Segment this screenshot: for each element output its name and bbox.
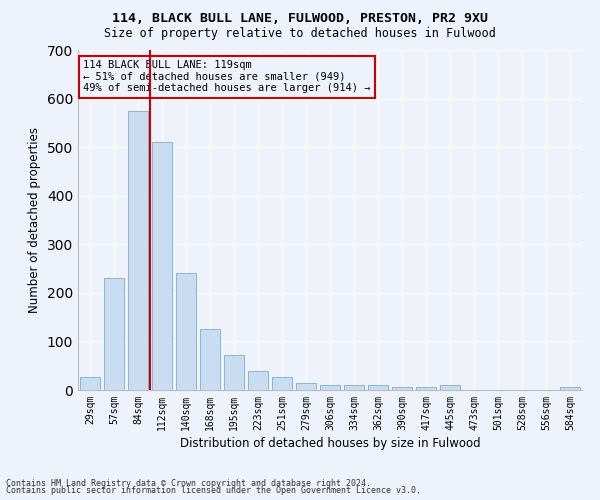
Bar <box>392 387 412 390</box>
Bar <box>200 330 220 390</box>
Bar <box>296 382 316 390</box>
Text: Contains HM Land Registry data © Crown copyright and database right 2024.: Contains HM Land Registry data © Crown c… <box>6 478 371 488</box>
Text: Contains public sector information licensed under the Open Government Licence v3: Contains public sector information licen… <box>6 486 421 495</box>
Bar <box>320 385 340 390</box>
Text: 114, BLACK BULL LANE, FULWOOD, PRESTON, PR2 9XU: 114, BLACK BULL LANE, FULWOOD, PRESTON, … <box>112 12 488 26</box>
Bar <box>152 142 172 390</box>
Bar <box>104 278 124 390</box>
Bar <box>440 385 460 390</box>
Bar <box>80 377 100 390</box>
Bar <box>560 386 580 390</box>
Bar <box>176 274 196 390</box>
Text: 114 BLACK BULL LANE: 119sqm
← 51% of detached houses are smaller (949)
49% of se: 114 BLACK BULL LANE: 119sqm ← 51% of det… <box>83 60 371 94</box>
Bar <box>128 110 148 390</box>
Y-axis label: Number of detached properties: Number of detached properties <box>28 127 41 313</box>
Bar <box>416 387 436 390</box>
Bar <box>248 370 268 390</box>
X-axis label: Distribution of detached houses by size in Fulwood: Distribution of detached houses by size … <box>179 437 481 450</box>
Bar <box>224 355 244 390</box>
Bar <box>368 385 388 390</box>
Text: Size of property relative to detached houses in Fulwood: Size of property relative to detached ho… <box>104 26 496 40</box>
Bar <box>272 377 292 390</box>
Bar <box>344 384 364 390</box>
